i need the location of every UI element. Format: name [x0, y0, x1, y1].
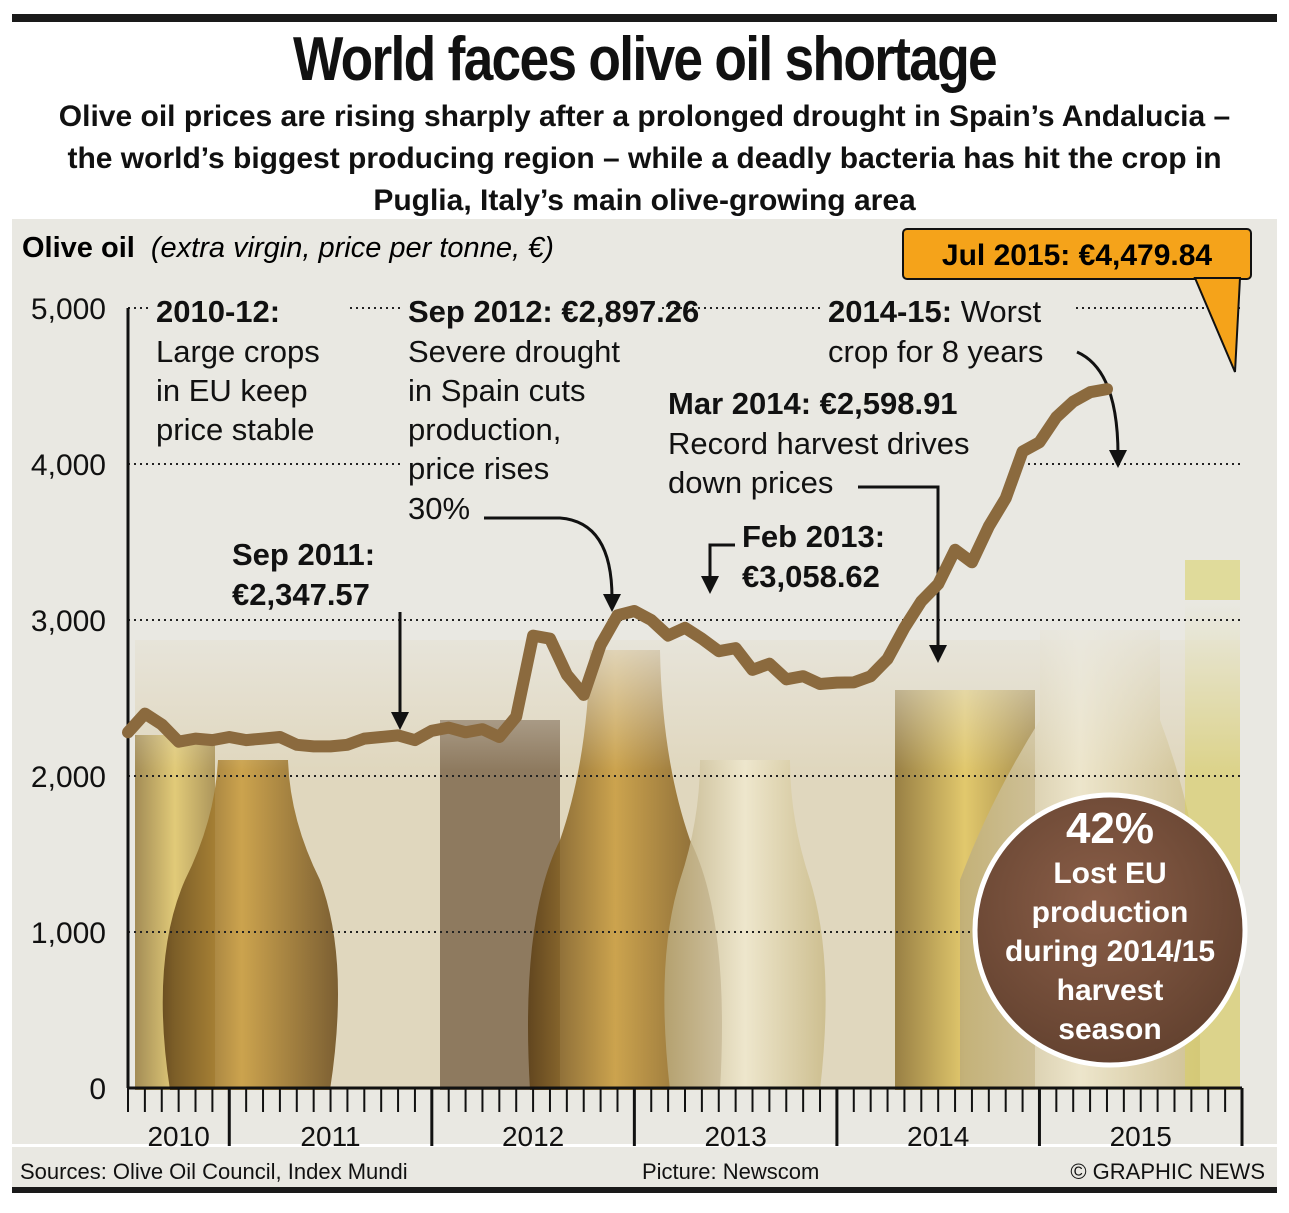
annotations: 2010-12: Large crops in EU keep price st…: [150, 292, 1076, 612]
x-year-label-2010: 2010: [147, 1121, 209, 1152]
annotation-2014-15-heading: 2014-15: Worst: [828, 294, 1041, 329]
footer: Sources: Olive Oil Council, Index Mundi …: [12, 1147, 1277, 1193]
page-subtitle: Olive oil prices are rising sharply afte…: [58, 100, 1231, 217]
arrow-heads: [391, 450, 1127, 730]
x-axis: 2010 2011 2012 2013 2014 2015: [127, 1086, 1244, 1152]
annotation-sep-2012-line5: 30%: [408, 491, 470, 526]
x-year-label-2012: 2012: [502, 1121, 564, 1152]
y-tick-label-3000: 3,000: [31, 605, 106, 638]
lost-production-badge: 42% Lost EU production during 2014/15 ha…: [972, 792, 1248, 1068]
badge-line4: harvest: [1057, 974, 1164, 1007]
annotation-2010-12-heading: 2010-12:: [156, 294, 280, 329]
annotation-sep-2012-line1: Severe drought: [408, 334, 620, 369]
chart-title: Olive oil (extra virgin, price per tonne…: [22, 232, 554, 264]
annotation-sep-2012-line3: production,: [408, 412, 561, 447]
annotation-mar-2014-line1: Record harvest drives: [668, 426, 970, 461]
page-title: World faces olive oil shortage: [293, 25, 998, 94]
annotation-feb-2013-value: €3,058.62: [742, 559, 880, 594]
annotation-mar-2014-line2: down prices: [668, 465, 833, 500]
arrow-feb-2013: [708, 543, 735, 580]
jul-2015-callout: Jul 2015: €4,479.84: [902, 228, 1252, 373]
x-year-label-2013: 2013: [704, 1121, 766, 1152]
annotation-sep-2012-line4: price rises: [408, 451, 549, 486]
y-tick-label-2000: 2,000: [31, 761, 106, 794]
footer-picture: Picture: Newscom: [642, 1159, 820, 1184]
badge-line3: during 2014/15: [1005, 935, 1215, 968]
annotation-2014-15-line1: crop for 8 years: [828, 334, 1043, 369]
leader-arrows: [398, 350, 1120, 718]
arrow-sep-2012: [484, 516, 614, 599]
annotation-sep-2011-heading: Sep 2011:: [232, 537, 375, 572]
badge-value: 42%: [1066, 804, 1154, 853]
annotation-sep-2011-value: €2,347.57: [232, 577, 370, 612]
footer-sources: Sources: Olive Oil Council, Index Mundi: [20, 1159, 408, 1184]
y-tick-label-0: 0: [89, 1073, 106, 1106]
annotation-2010-12-line1: Large crops: [156, 334, 320, 369]
price-series-line: [122, 383, 1113, 753]
arrow-2014-15: [1076, 350, 1120, 456]
badge-line2: production: [1032, 896, 1189, 929]
annotation-2010-12-line3: price stable: [156, 412, 315, 447]
annotation-2010-12-line2: in EU keep: [156, 373, 308, 408]
footer-credit: © GRAPHIC NEWS: [1070, 1159, 1265, 1184]
annotation-feb-2013-heading: Feb 2013:: [742, 519, 885, 554]
y-axis: 0 1,000 2,000 3,000 4,000 5,000: [31, 293, 130, 1106]
y-tick-label-5000: 5,000: [31, 293, 106, 326]
arrow-mar-2014: [858, 485, 940, 650]
y-tick-label-4000: 4,000: [31, 449, 106, 482]
badge-line5: season: [1058, 1013, 1161, 1046]
x-year-label-2014: 2014: [907, 1121, 969, 1152]
annotation-sep-2012-heading: Sep 2012: €2,897.26: [408, 294, 699, 329]
annotation-sep-2012-line2: in Spain cuts: [408, 373, 586, 408]
callout-label: Jul 2015: €4,479.84: [942, 239, 1213, 272]
x-year-label-2011: 2011: [300, 1121, 360, 1152]
annotation-mar-2014-heading: Mar 2014: €2,598.91: [668, 386, 958, 421]
badge-line1: Lost EU: [1053, 857, 1166, 890]
top-rule: [12, 14, 1277, 22]
y-tick-label-1000: 1,000: [31, 917, 106, 950]
x-year-label-2015: 2015: [1110, 1121, 1172, 1152]
